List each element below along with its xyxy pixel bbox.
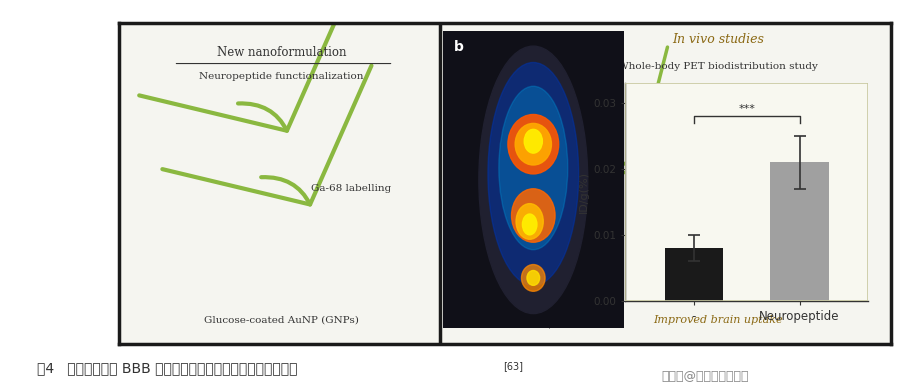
Ellipse shape xyxy=(479,46,588,314)
Text: Neuropeptide functionalization: Neuropeptide functionalization xyxy=(199,72,364,81)
Text: [63]: [63] xyxy=(504,361,524,371)
Bar xyxy=(770,162,829,301)
Ellipse shape xyxy=(524,129,542,153)
Y-axis label: ID/g(%): ID/g(%) xyxy=(579,171,589,213)
Ellipse shape xyxy=(512,189,555,242)
Bar xyxy=(664,248,723,301)
Ellipse shape xyxy=(516,204,543,239)
Text: 搜狐号@多肽研究员一枚: 搜狐号@多肽研究员一枚 xyxy=(662,370,749,383)
Text: Ga-68 labelling: Ga-68 labelling xyxy=(311,184,391,193)
FancyArrowPatch shape xyxy=(139,0,348,131)
FancyArrowPatch shape xyxy=(163,66,371,204)
Text: ***: *** xyxy=(738,104,755,114)
Ellipse shape xyxy=(521,265,545,291)
Text: b: b xyxy=(453,40,463,54)
Ellipse shape xyxy=(499,86,568,250)
Text: Whole-body PET biodistribution study: Whole-body PET biodistribution study xyxy=(618,62,818,71)
Text: Improved brain uptake: Improved brain uptake xyxy=(652,315,783,325)
Text: PET/CT: PET/CT xyxy=(527,318,569,328)
Ellipse shape xyxy=(508,115,559,174)
Text: In vivo studies: In vivo studies xyxy=(672,33,764,46)
Ellipse shape xyxy=(488,63,579,285)
Ellipse shape xyxy=(527,271,539,285)
Text: New nanoformulation: New nanoformulation xyxy=(217,46,346,59)
Text: Glucose-coated AuNP (GNPs): Glucose-coated AuNP (GNPs) xyxy=(204,315,359,324)
Ellipse shape xyxy=(522,214,537,235)
Text: 图4   神经肽修饰的 BBB 靶向纳米材料及其在活体成像中的应用: 图4 神经肽修饰的 BBB 靶向纳米材料及其在活体成像中的应用 xyxy=(37,361,297,375)
Ellipse shape xyxy=(516,124,551,165)
FancyArrowPatch shape xyxy=(505,47,667,173)
